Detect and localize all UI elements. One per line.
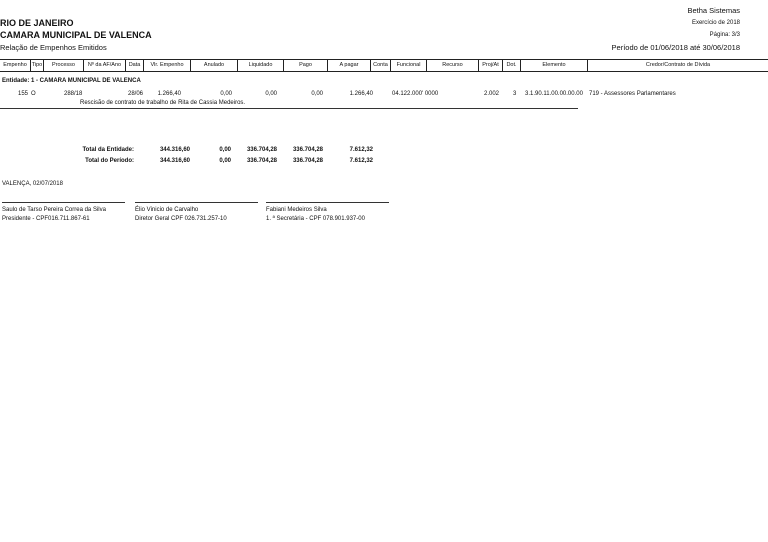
signature-name: Saulo de Tarso Pereira Correa da Silva <box>2 207 106 213</box>
col-data: Data <box>125 60 143 71</box>
col-recurso: Recurso <box>426 60 478 71</box>
cell-dot: 3 <box>513 91 517 97</box>
signature-name: Élio Vinicio de Carvalho <box>135 207 199 213</box>
col-pago: Pago <box>283 60 327 71</box>
divider <box>0 108 578 109</box>
col-valor: Vlr. Empenho <box>143 60 190 71</box>
col-elemento: Elemento <box>520 60 587 71</box>
total-anulado: 0,00 <box>219 147 231 153</box>
cell-projat: 2.002 <box>484 91 500 97</box>
col-anulado: Anulado <box>190 60 237 71</box>
exercise: Exercício de 2018 <box>691 20 740 26</box>
entity-label: Entidade: 1 - CAMARA MUNICIPAL DE VALENC… <box>2 78 141 84</box>
total-label: Total do Período: <box>85 158 134 164</box>
cell-apagar: 1.266,40 <box>349 91 373 97</box>
total-liquidado: 336.704,28 <box>246 158 277 164</box>
total-liquidado: 336.704,28 <box>246 147 277 153</box>
cell-funcional: 04.122.000' 0000 <box>392 91 439 97</box>
signature-role: Diretor Geral CPF 026.731.257-10 <box>135 216 227 222</box>
col-projat: Proj/At <box>478 60 502 71</box>
col-credor: Credor/Contrato de Dívida <box>587 60 768 71</box>
page-number: Página: 3/3 <box>709 32 740 38</box>
cell-liquidado: 0,00 <box>265 91 277 97</box>
report-title: Relação de Empenhos Emitidos <box>0 43 107 52</box>
cell-data: 28/06 <box>128 91 144 97</box>
cell-anulado: 0,00 <box>220 91 232 97</box>
col-empenho: Empenho <box>3 62 27 68</box>
cell-valor: 1.266,40 <box>157 91 181 97</box>
col-funcional: Funcional <box>390 60 426 71</box>
total-label: Total da Entidade: <box>82 147 134 153</box>
total-valor: 344.316,60 <box>159 158 190 164</box>
total-pago: 336.704,28 <box>292 158 323 164</box>
cell-tipo: O <box>31 91 36 97</box>
state-title: RIO DE JANEIRO <box>0 18 74 28</box>
total-apagar: 7.612,32 <box>349 158 373 164</box>
signature-line <box>266 202 389 203</box>
signature-name: Fabiani Medeiros Silva <box>266 207 327 213</box>
total-apagar: 7.612,32 <box>349 147 373 153</box>
signature-line <box>135 202 258 203</box>
total-valor: 344.316,60 <box>159 147 190 153</box>
table-header: Empenho Tipo Processo Nº da AF/Ano Data … <box>0 59 768 72</box>
cell-elemento: 3.1.90.11.00.00.00.00 <box>525 91 583 97</box>
cell-descricao: Rescisão de contrato de trabalho de Rita… <box>80 100 246 106</box>
col-apagar: A pagar <box>327 60 370 71</box>
col-conta: Conta <box>370 60 390 71</box>
cell-processo: 288/18 <box>64 91 83 97</box>
col-tipo: Tipo <box>30 60 43 71</box>
entity-title: CAMARA MUNICIPAL DE VALENCA <box>0 30 152 40</box>
col-dot: Dot. <box>502 60 520 71</box>
col-af: Nº da AF/Ano <box>83 60 125 71</box>
cell-credor: 719 - Assessores Parlamentares <box>589 91 676 97</box>
cell-pago: 0,00 <box>311 91 323 97</box>
place-date: VALENÇA, 02/07/2018 <box>2 181 63 187</box>
period: Período de 01/06/2018 até 30/06/2018 <box>611 43 740 52</box>
signature-role: Presidente - CPF016.711.867-61 <box>2 216 90 222</box>
signature-role: 1. ª Secretária - CPF 078.901.937-00 <box>266 216 365 222</box>
system-name: Betha Sistemas <box>687 6 740 15</box>
cell-empenho: 155 <box>18 91 29 97</box>
signature-line <box>2 202 125 203</box>
col-processo: Processo <box>43 60 83 71</box>
total-anulado: 0,00 <box>219 158 231 164</box>
col-liquidado: Liquidado <box>237 60 283 71</box>
total-pago: 336.704,28 <box>292 147 323 153</box>
